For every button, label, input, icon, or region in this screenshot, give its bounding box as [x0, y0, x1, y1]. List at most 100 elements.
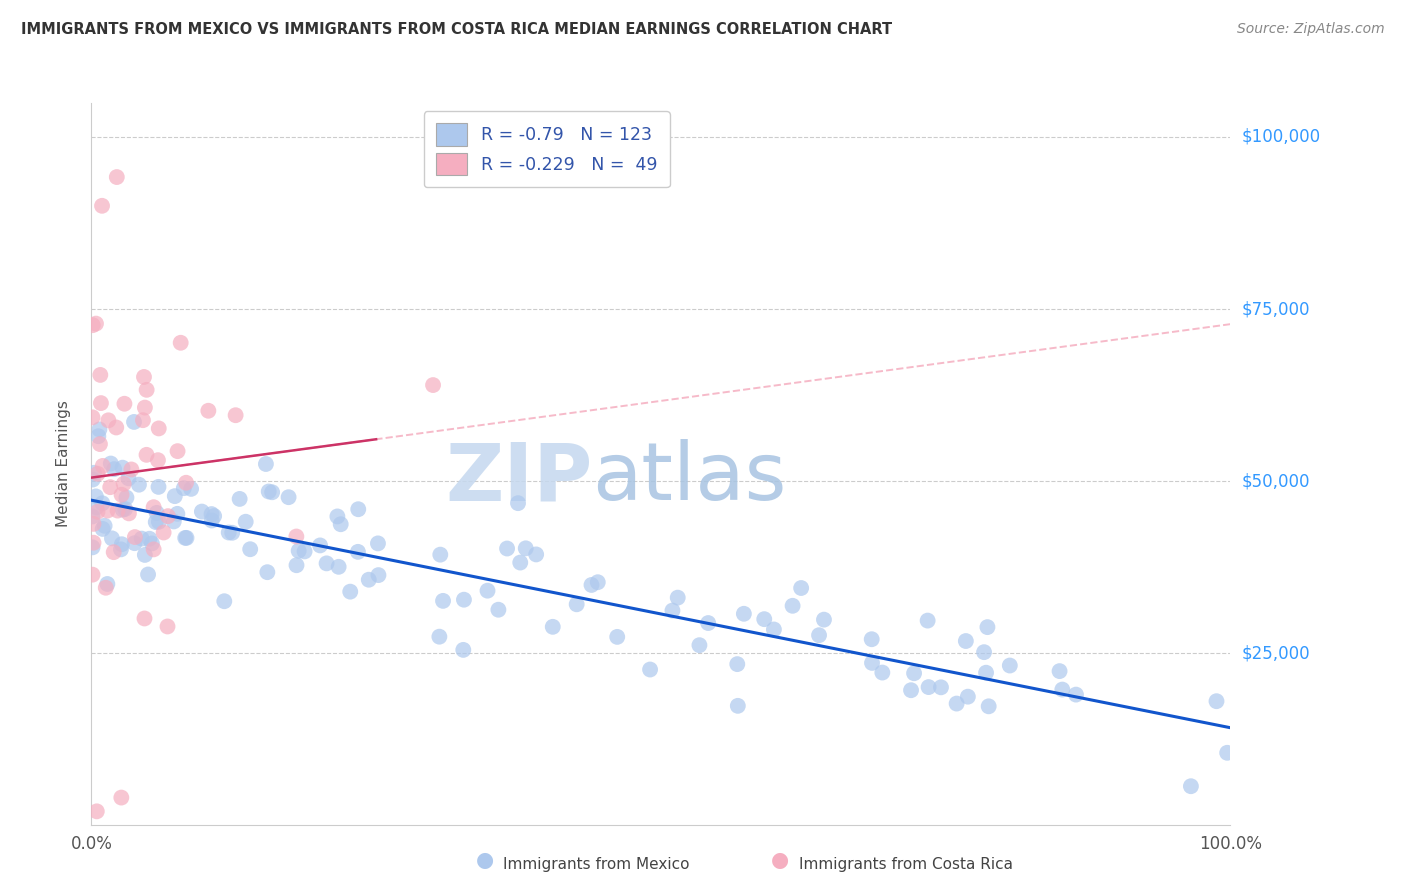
Point	[89, 437, 111, 451]
Point	[91, 458, 114, 473]
Text: ●: ●	[772, 850, 789, 870]
Point	[1064, 688, 1087, 702]
Point	[235, 515, 257, 529]
Point	[191, 505, 214, 519]
Point	[101, 532, 124, 546]
Point	[148, 515, 170, 529]
Point	[309, 538, 332, 552]
Point	[83, 466, 105, 480]
Point	[89, 422, 111, 436]
Point	[524, 548, 547, 562]
Text: IMMIGRANTS FROM MEXICO VS IMMIGRANTS FROM COSTA RICA MEDIAN EARNINGS CORRELATION: IMMIGRANTS FROM MEXICO VS IMMIGRANTS FRO…	[21, 22, 893, 37]
Point	[725, 657, 748, 672]
Point	[257, 484, 280, 499]
Point	[661, 603, 683, 617]
Point	[1049, 664, 1071, 678]
Point	[111, 537, 134, 551]
Point	[287, 543, 309, 558]
Point	[91, 522, 114, 536]
Point	[1205, 694, 1227, 708]
Point	[733, 607, 755, 621]
Point	[586, 575, 609, 590]
Point	[91, 496, 114, 510]
Point	[105, 420, 128, 434]
Point	[117, 471, 139, 485]
Point	[166, 507, 188, 521]
Point	[132, 370, 155, 384]
Point	[152, 525, 174, 540]
Point	[100, 457, 122, 471]
Point	[453, 592, 475, 607]
Point	[453, 643, 475, 657]
Point	[638, 663, 661, 677]
Point	[860, 656, 883, 670]
Point	[976, 620, 998, 634]
Point	[174, 531, 197, 545]
Text: Source: ZipAtlas.com: Source: ZipAtlas.com	[1237, 22, 1385, 37]
Point	[136, 567, 159, 582]
Point	[790, 581, 813, 595]
Point	[128, 477, 150, 491]
Point	[86, 467, 108, 481]
Point	[156, 509, 179, 524]
Point	[110, 542, 132, 557]
Point	[118, 507, 141, 521]
Point	[82, 541, 104, 555]
Point	[132, 413, 155, 427]
Point	[329, 517, 352, 532]
Point	[142, 500, 165, 515]
Point	[347, 502, 370, 516]
Point	[86, 500, 108, 515]
Point	[142, 542, 165, 557]
Point	[107, 503, 129, 517]
Point	[174, 475, 197, 490]
Point	[860, 632, 883, 647]
Point	[134, 401, 156, 415]
Point	[103, 462, 125, 476]
Point	[228, 491, 250, 506]
Point	[145, 515, 167, 529]
Point	[202, 509, 225, 524]
Point	[124, 536, 146, 550]
Point	[112, 397, 135, 411]
Point	[477, 583, 499, 598]
Point	[173, 481, 195, 495]
Point	[422, 378, 444, 392]
Point	[813, 613, 835, 627]
Point	[90, 396, 112, 410]
Point	[929, 681, 952, 695]
Point	[509, 556, 531, 570]
Text: Immigrants from Mexico: Immigrants from Mexico	[503, 857, 690, 872]
Point	[120, 462, 142, 476]
Point	[688, 638, 710, 652]
Point	[727, 698, 749, 713]
Point	[84, 317, 107, 331]
Point	[122, 415, 145, 429]
Point	[110, 488, 132, 502]
Point	[148, 480, 170, 494]
Point	[200, 507, 222, 521]
Point	[134, 611, 156, 625]
Point	[96, 503, 118, 517]
Point	[176, 531, 198, 545]
Point	[166, 444, 188, 458]
Point	[326, 509, 349, 524]
Point	[872, 665, 894, 680]
Point	[84, 490, 107, 504]
Point	[141, 536, 163, 550]
Text: ZIP: ZIP	[446, 439, 592, 517]
Point	[357, 573, 380, 587]
Point	[367, 568, 389, 582]
Point	[163, 515, 186, 529]
Point	[146, 453, 169, 467]
Point	[148, 421, 170, 435]
Point	[115, 491, 138, 505]
Point	[218, 525, 240, 540]
Point	[565, 597, 588, 611]
Point	[541, 620, 564, 634]
Point	[1216, 746, 1239, 760]
Point	[86, 805, 108, 819]
Point	[83, 535, 105, 549]
Point	[94, 581, 117, 595]
Point	[762, 623, 785, 637]
